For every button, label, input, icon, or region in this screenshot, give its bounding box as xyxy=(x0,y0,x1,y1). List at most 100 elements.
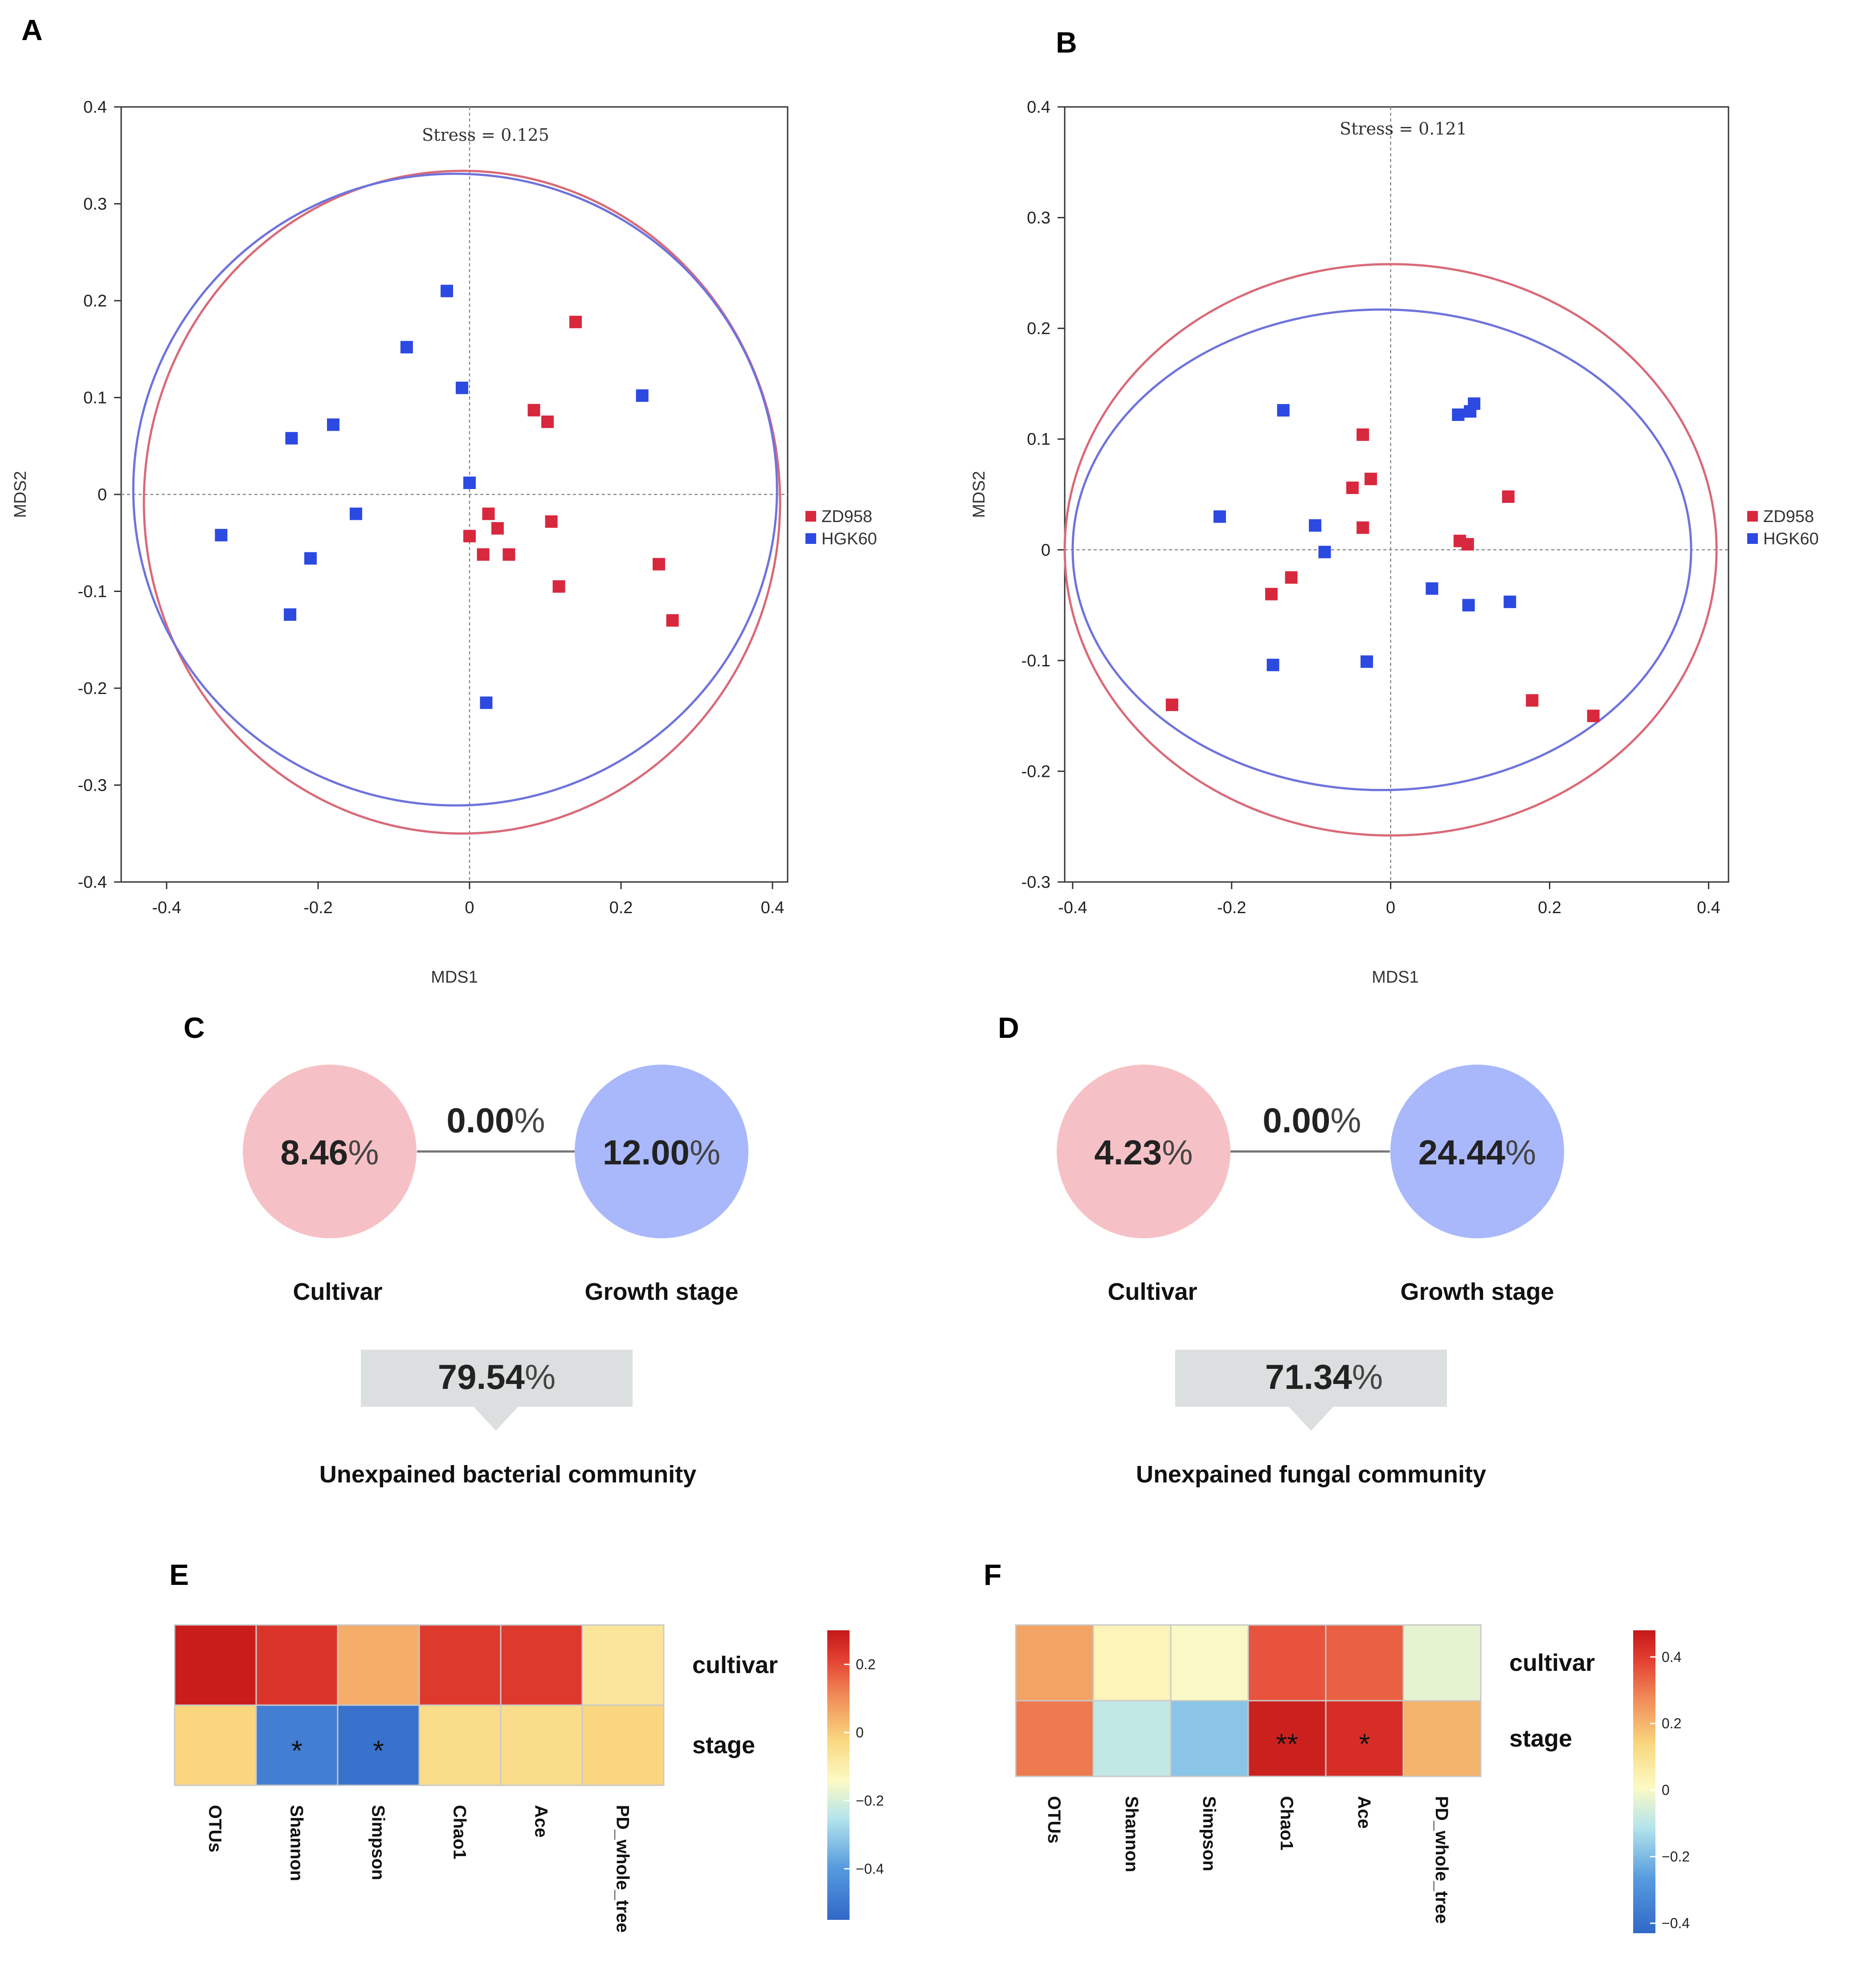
heatmap-cell-stage-simpson xyxy=(1170,1700,1249,1777)
y-tick-label: -0.1 xyxy=(78,583,107,601)
point-hgk60 xyxy=(441,285,453,298)
point-zd958 xyxy=(1502,490,1515,503)
heatmap-cell-stage-ace xyxy=(1325,1700,1404,1777)
colorbar-tick-label: −0.4 xyxy=(856,1861,884,1877)
point-zd958 xyxy=(1285,571,1298,584)
point-zd958 xyxy=(1587,710,1600,723)
y-tick-label: 0.2 xyxy=(1027,319,1050,338)
heatmap-cell-cultivar-shannon xyxy=(1092,1624,1172,1702)
column-label-chao1: Chao1 xyxy=(450,1805,470,1859)
column-label-otus: OTUs xyxy=(205,1805,225,1853)
point-zd958 xyxy=(463,530,476,543)
y-tick-label: 0.4 xyxy=(83,98,107,117)
point-hgk60 xyxy=(215,529,228,542)
y-tick-label: 0.3 xyxy=(1027,209,1050,228)
x-tick-label: 0.4 xyxy=(1697,898,1720,917)
y-tick-label: 0.1 xyxy=(1027,430,1050,449)
significance-marker: * xyxy=(373,1735,384,1767)
cultivar-label: Cultivar xyxy=(293,1278,382,1305)
point-zd958 xyxy=(527,404,540,416)
residual-fraction: 79.54% xyxy=(438,1357,556,1396)
point-hgk60 xyxy=(350,507,362,520)
heatmap-cell-cultivar-simpson xyxy=(337,1624,420,1706)
sample-points xyxy=(215,285,679,709)
point-hgk60 xyxy=(1309,519,1322,532)
point-zd958 xyxy=(1265,588,1278,600)
column-label-simpson: Simpson xyxy=(1199,1796,1219,1871)
column-label-shannon: Shannon xyxy=(1122,1796,1141,1872)
x-tick-label: 0 xyxy=(465,898,474,917)
column-label-chao1: Chao1 xyxy=(1277,1796,1296,1850)
point-zd958 xyxy=(1357,521,1369,534)
heatmap-cell-stage-ace xyxy=(500,1704,583,1786)
y-tick-label: 0 xyxy=(1041,541,1050,559)
heatmap-cell-stage-shannon xyxy=(1092,1700,1172,1777)
column-label-pd_whole_tree: PD_whole_tree xyxy=(1432,1796,1451,1924)
legend-swatch-zd958 xyxy=(805,511,816,522)
point-zd958 xyxy=(1346,482,1359,494)
panel-label-c: C xyxy=(184,1011,205,1044)
heatmap-cell-stage-pd_whole_tree xyxy=(1402,1700,1482,1777)
y-tick-label: 0 xyxy=(98,486,107,504)
ellipse-zd958 xyxy=(143,170,781,835)
y-tick-label: -0.3 xyxy=(1021,873,1050,892)
x-tick-label: 0.2 xyxy=(1538,898,1561,917)
point-zd958 xyxy=(503,548,515,561)
growth-stage-fraction: 12.00% xyxy=(603,1133,721,1172)
significance-marker: * xyxy=(291,1735,302,1767)
point-hgk60 xyxy=(304,552,317,565)
point-hgk60 xyxy=(1504,596,1516,608)
confidence-ellipses xyxy=(132,170,781,835)
point-hgk60 xyxy=(1318,546,1331,559)
y-tick-label: 0.3 xyxy=(83,195,107,214)
x-tick-label: -0.4 xyxy=(1058,898,1087,917)
point-hgk60 xyxy=(636,389,649,402)
colorbar-gradient xyxy=(827,1630,850,1920)
confidence-ellipses xyxy=(1063,263,1718,837)
heatmap-cell-cultivar-chao1 xyxy=(418,1624,502,1706)
growth-stage-fraction: 24.44% xyxy=(1418,1133,1536,1172)
growth-stage-label: Growth stage xyxy=(1400,1278,1554,1305)
nmds-plot-bacteria: A 0.4 0.3 0.2 0.1 0 -0.1 -0.2 -0.3 -0.4 -0.4 -0.2… xyxy=(11,13,877,987)
legend-label-hgk60: HGK60 xyxy=(1763,530,1819,548)
heatmap-cell-cultivar-otus xyxy=(174,1624,257,1706)
heatmap-cell-stage-simpson xyxy=(337,1704,420,1786)
growth-stage-label: Growth stage xyxy=(584,1278,738,1305)
point-hgk60 xyxy=(1361,655,1373,668)
variation-partitioning-fungi: D 4.23% 24.44% 0.00% Cultivar Growth sta… xyxy=(998,1011,1564,1488)
y-tick-label: 0.2 xyxy=(83,292,107,310)
down-arrow-icon xyxy=(1289,1407,1333,1431)
zero-reference-lines xyxy=(121,107,788,882)
heatmap-cell-cultivar-pd_whole_tree xyxy=(1402,1624,1482,1702)
x-tick-label: 0.4 xyxy=(761,898,784,917)
point-zd958 xyxy=(666,614,679,627)
legend-swatch-hgk60 xyxy=(805,533,816,544)
shared-fraction: 0.00% xyxy=(1263,1101,1361,1140)
colorbar-tick-label: −0.2 xyxy=(856,1792,884,1808)
cultivar-fraction: 4.23% xyxy=(1094,1133,1193,1172)
nmds-plot-fungi: B 0.4 0.3 0.2 0.1 0 -0.1 -0.2 -0.3 -0.4 -0.2 0 0.2… xyxy=(970,26,1819,987)
colorbar-gradient xyxy=(1633,1630,1655,1933)
colorbar-tick-label: 0.2 xyxy=(856,1656,875,1672)
panel-label-b: B xyxy=(1056,26,1077,59)
colorbar-tick-label: −0.4 xyxy=(1662,1915,1690,1931)
point-hgk60 xyxy=(400,341,413,354)
y-axis-label: MDS2 xyxy=(11,471,30,518)
point-zd958 xyxy=(1357,428,1369,441)
column-label-ace: Ace xyxy=(1354,1796,1374,1829)
cultivar-circle xyxy=(1057,1065,1230,1238)
legend-swatch-zd958 xyxy=(1747,511,1758,522)
x-tick-label: 0.2 xyxy=(609,898,633,917)
cultivar-circle xyxy=(243,1065,417,1238)
point-hgk60 xyxy=(480,696,493,709)
point-hgk60 xyxy=(1277,404,1290,417)
point-hgk60 xyxy=(285,432,298,445)
sample-points xyxy=(1165,397,1600,723)
heatmap-cell-stage-pd_whole_tree xyxy=(581,1704,665,1786)
point-hgk60 xyxy=(1467,397,1480,410)
y-tick-label: -0.4 xyxy=(78,873,107,892)
row-labels: cultivar stage xyxy=(1509,1649,1595,1752)
